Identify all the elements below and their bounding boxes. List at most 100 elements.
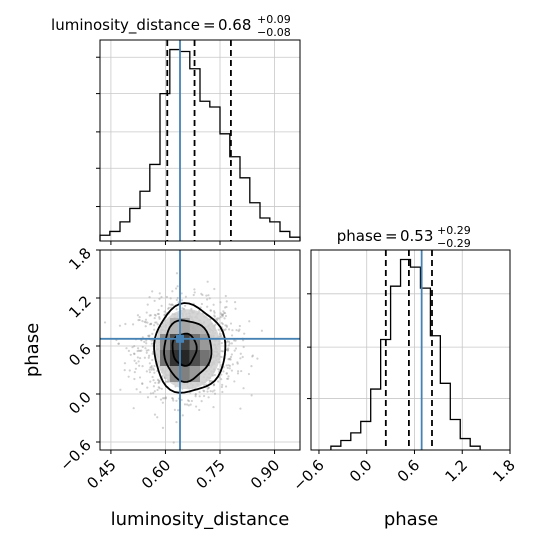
- sample-point: [117, 342, 120, 345]
- sample-point: [213, 314, 216, 317]
- sample-point: [160, 296, 163, 299]
- sample-point: [207, 386, 210, 389]
- joint-y-tick-label: 0.0: [65, 388, 95, 418]
- sample-point: [212, 383, 216, 386]
- sample-point: [160, 304, 163, 307]
- sample-point: [154, 381, 157, 384]
- sample-point: [149, 322, 153, 326]
- sample-point: [152, 367, 155, 370]
- sample-point: [213, 310, 216, 313]
- sample-point: [233, 339, 236, 342]
- sample-point: [150, 342, 153, 345]
- sample-point: [171, 396, 174, 400]
- sample-point: [156, 416, 159, 419]
- sample-point: [198, 390, 201, 394]
- sample-point: [228, 367, 231, 370]
- sample-point: [135, 362, 138, 365]
- sample-point: [213, 373, 216, 377]
- sample-point: [203, 390, 206, 393]
- sample-point: [163, 397, 166, 400]
- sample-point: [133, 371, 136, 374]
- sample-point: [227, 375, 230, 378]
- sample-point: [149, 322, 153, 325]
- sample-point: [202, 389, 205, 392]
- sample-point: [144, 321, 147, 324]
- sample-point: [147, 335, 151, 338]
- sample-point: [148, 354, 151, 357]
- sample-point: [238, 328, 241, 331]
- phase-x-tick-label: 0.0: [346, 456, 376, 486]
- sample-point: [216, 317, 219, 320]
- sample-point: [193, 291, 196, 294]
- density-cell: [200, 350, 210, 366]
- sample-point: [251, 355, 254, 358]
- sample-point: [157, 312, 160, 316]
- sample-point: [220, 334, 223, 337]
- sample-point: [211, 390, 214, 393]
- sample-point: [207, 294, 210, 297]
- sample-point: [175, 421, 178, 424]
- sample-point: [217, 328, 220, 331]
- phase-title-value: 0.53: [400, 227, 433, 245]
- sample-point: [212, 383, 216, 386]
- sample-point: [219, 312, 222, 315]
- sample-point: [229, 358, 232, 361]
- density-cell: [200, 334, 210, 350]
- sample-point: [228, 357, 231, 360]
- sample-point: [205, 294, 208, 297]
- sample-point: [158, 387, 161, 390]
- sample-point: [208, 297, 211, 300]
- sample-point: [226, 348, 229, 351]
- sample-point: [226, 349, 229, 352]
- sample-point: [157, 379, 160, 382]
- sample-point: [148, 323, 152, 326]
- sample-point: [237, 329, 240, 333]
- sample-point: [241, 355, 244, 359]
- phase-x-tick-label: 0.6: [394, 456, 424, 486]
- contour-line: [171, 332, 198, 367]
- sample-point: [227, 347, 230, 350]
- sample-point: [209, 379, 212, 383]
- sample-point: [192, 293, 195, 297]
- sample-point: [171, 304, 175, 307]
- sample-point: [157, 308, 160, 312]
- sample-point: [181, 307, 184, 310]
- sample-point: [127, 375, 130, 378]
- sample-point: [238, 324, 241, 328]
- sample-point: [119, 388, 122, 391]
- sample-point: [226, 366, 229, 369]
- phase-x-tick-label: 1.8: [489, 456, 519, 486]
- sample-point: [175, 287, 178, 290]
- sample-point: [186, 399, 190, 402]
- sample-point: [171, 397, 174, 400]
- sample-point: [129, 353, 132, 356]
- density-cell: [169, 366, 180, 382]
- sample-point: [153, 364, 156, 368]
- sample-point: [242, 345, 245, 349]
- sample-point: [212, 303, 215, 306]
- sample-point: [146, 386, 149, 389]
- sample-point: [151, 290, 154, 293]
- joint-x-tick-label: 0.45: [83, 456, 119, 492]
- sample-point: [250, 364, 253, 368]
- sample-point: [247, 372, 251, 376]
- ld-histogram-step: [99, 48, 301, 241]
- sample-point: [223, 317, 226, 320]
- sample-point: [123, 369, 126, 372]
- sample-point: [221, 315, 224, 318]
- contour-line: [163, 319, 213, 383]
- sample-point: [141, 382, 144, 385]
- sample-point: [239, 407, 242, 410]
- sample-point: [195, 405, 198, 408]
- sample-point: [200, 302, 204, 306]
- sample-point: [127, 349, 130, 352]
- sample-point: [146, 303, 149, 306]
- sample-point: [227, 340, 231, 343]
- density-cell: [180, 318, 190, 334]
- sample-point: [156, 388, 159, 392]
- sample-point: [144, 318, 148, 321]
- sample-point: [149, 392, 152, 395]
- sample-point: [230, 369, 234, 372]
- sample-point: [220, 385, 223, 389]
- sample-point: [180, 292, 183, 295]
